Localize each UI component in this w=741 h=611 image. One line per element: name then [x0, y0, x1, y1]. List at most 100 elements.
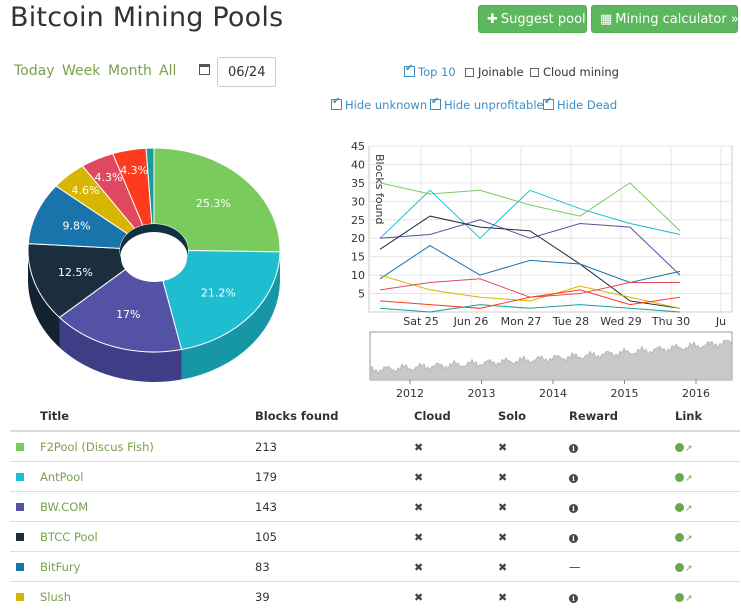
x-tick-label: Jun 26: [453, 315, 489, 328]
table-header-row: Title Blocks found Cloud Solo Reward Lin…: [10, 402, 740, 431]
pie-slice-label: 4.3%: [120, 164, 148, 177]
pie-slice-label: 4.3%: [95, 171, 123, 184]
pool-color-swatch: [16, 563, 24, 571]
suggest-pool-button[interactable]: ✚Suggest pool: [478, 5, 587, 33]
blocks-found-value: 143: [255, 492, 414, 522]
y-tick-label: 30: [351, 195, 365, 208]
navigator-tick-label: 2013: [468, 387, 496, 400]
y-tick-label: 5: [358, 288, 365, 301]
filter-hide-unprofitable[interactable]: Hide unprofitable: [430, 98, 544, 112]
cross-icon: ✖: [498, 471, 507, 484]
y-tick-label: 10: [351, 269, 365, 282]
globe-icon[interactable]: [675, 443, 684, 452]
globe-icon[interactable]: [675, 503, 684, 512]
filter-hide-unprofitable-label: Hide unprofitable: [444, 98, 544, 112]
pool-name-link[interactable]: BTCC Pool: [40, 530, 98, 544]
pool-color-swatch: [16, 533, 24, 541]
pool-name-link[interactable]: F2Pool (Discus Fish): [40, 440, 154, 454]
navigator-tick-label: 2015: [611, 387, 639, 400]
checkbox-icon: [465, 68, 474, 77]
globe-icon[interactable]: [675, 473, 684, 482]
cross-icon: ✖: [414, 441, 423, 454]
pool-color-swatch: [16, 503, 24, 511]
filter-hide-dead-label: Hide Dead: [557, 98, 617, 112]
col-link[interactable]: Link: [675, 402, 740, 431]
blocks-found-value: 105: [255, 522, 414, 552]
col-reward[interactable]: Reward: [569, 402, 675, 431]
checkbox-icon: [404, 66, 415, 77]
checkbox-icon: [430, 99, 441, 110]
range-week-link[interactable]: Week: [62, 63, 100, 79]
cross-icon: ✖: [498, 561, 507, 574]
blocks-found-value: 39: [255, 582, 414, 611]
x-tick-label: Ju: [715, 315, 726, 328]
pool-name-link[interactable]: BitFury: [40, 560, 80, 574]
calculator-icon: ▦: [600, 12, 612, 27]
cross-icon: ✖: [414, 591, 423, 604]
pie-slice-label: 25.3%: [196, 197, 231, 210]
external-link-icon[interactable]: ↗: [685, 534, 693, 544]
pool-name-link[interactable]: BW.COM: [40, 500, 88, 514]
x-tick-label: Tue 28: [552, 315, 589, 328]
info-icon[interactable]: i: [569, 474, 578, 483]
cross-icon: ✖: [414, 471, 423, 484]
filter-hide-unknown[interactable]: Hide unknown: [331, 98, 427, 112]
checkbox-icon: [543, 99, 554, 110]
external-link-icon[interactable]: ↗: [685, 444, 693, 454]
filter-hide-dead[interactable]: Hide Dead: [543, 98, 617, 112]
y-axis-label: Blocks found: [373, 154, 386, 225]
globe-icon[interactable]: [675, 533, 684, 542]
external-link-icon[interactable]: ↗: [685, 564, 693, 574]
mining-calculator-button[interactable]: ▦Mining calculator »: [591, 5, 738, 33]
filter-joinable[interactable]: Joinable: [465, 65, 524, 79]
pie-slice-label: 12.5%: [58, 266, 93, 279]
filter-top-10[interactable]: Top 10: [404, 65, 456, 79]
external-link-icon[interactable]: ↗: [685, 504, 693, 514]
col-cloud[interactable]: Cloud: [414, 402, 498, 431]
cross-icon: ✖: [498, 591, 507, 604]
external-link-icon[interactable]: ↗: [685, 474, 693, 484]
pool-color-swatch: [16, 593, 24, 601]
navigator-tick-label: 2012: [396, 387, 424, 400]
date-input[interactable]: [217, 57, 276, 87]
col-title[interactable]: Title: [40, 402, 255, 431]
range-today-link[interactable]: Today: [14, 63, 55, 79]
pool-name-link[interactable]: Slush: [40, 590, 71, 604]
blocks-found-value: 83: [255, 552, 414, 582]
globe-icon[interactable]: [675, 593, 684, 602]
x-tick-label: Wed 29: [600, 315, 641, 328]
range-month-link[interactable]: Month: [108, 63, 152, 79]
external-link-icon[interactable]: ↗: [685, 594, 693, 604]
y-tick-label: 45: [351, 140, 365, 153]
pool-color-swatch: [16, 443, 24, 451]
blocks-found-value: 213: [255, 431, 414, 462]
filter-top-10-label: Top 10: [418, 65, 456, 79]
info-icon[interactable]: i: [569, 594, 578, 603]
cross-icon: ✖: [498, 441, 507, 454]
info-icon[interactable]: i: [569, 444, 578, 453]
range-all-link[interactable]: All: [159, 63, 176, 79]
y-tick-label: 25: [351, 214, 365, 227]
globe-icon[interactable]: [675, 563, 684, 572]
pie-hole: [121, 234, 187, 282]
table-row[interactable]: F2Pool (Discus Fish)213✖✖i↗: [10, 431, 740, 462]
filter-cloud-mining-label: Cloud mining: [543, 65, 619, 79]
col-solo[interactable]: Solo: [498, 402, 569, 431]
filter-cloud-mining[interactable]: Cloud mining: [530, 65, 619, 79]
info-icon[interactable]: i: [569, 504, 578, 513]
pool-name-link[interactable]: AntPool: [40, 470, 83, 484]
navigator-tick-label: 2014: [539, 387, 567, 400]
col-blocks-found[interactable]: Blocks found: [255, 402, 414, 431]
info-icon[interactable]: i: [569, 534, 578, 543]
cross-icon: ✖: [414, 561, 423, 574]
y-tick-label: 35: [351, 177, 365, 190]
filter-hide-unknown-label: Hide unknown: [345, 98, 427, 112]
pie-slice-label: 17%: [116, 308, 140, 321]
